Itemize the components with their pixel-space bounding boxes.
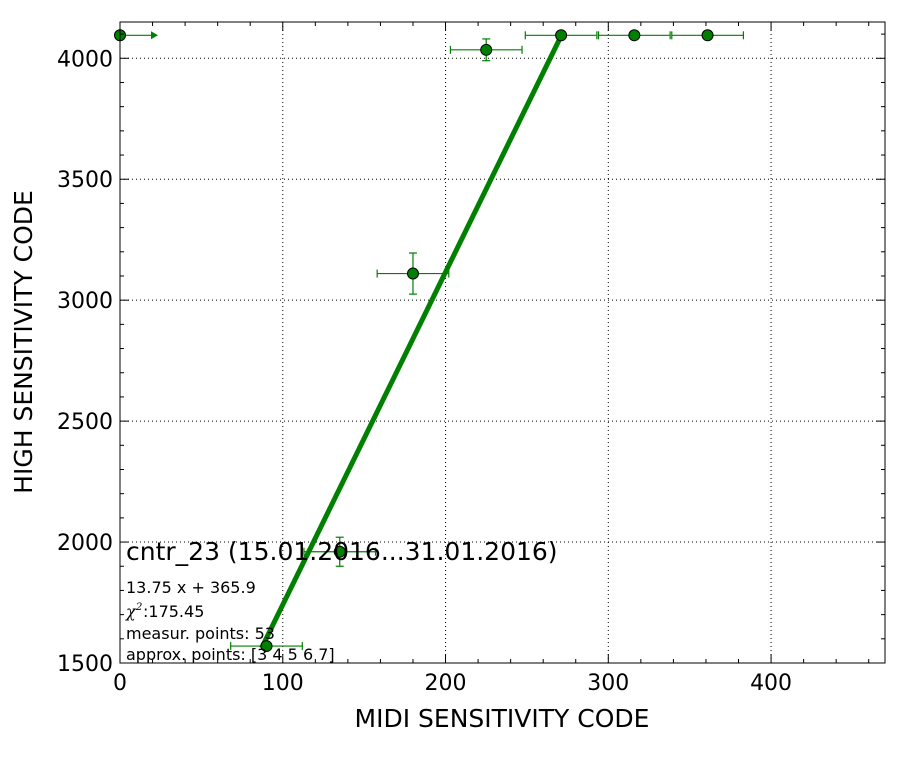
x-tick-label: 200 xyxy=(425,671,467,696)
fit-line-layer xyxy=(259,34,564,650)
annotation-measured-points: measur. points: 53 xyxy=(126,624,275,643)
y-tick-label: 3000 xyxy=(57,289,113,314)
data-point-group xyxy=(671,29,744,42)
data-point-group xyxy=(230,640,303,653)
x-tick-label: 100 xyxy=(262,671,304,696)
data-points-layer xyxy=(114,29,744,653)
data-point-group xyxy=(303,536,377,567)
y-tick-label: 4000 xyxy=(57,47,113,72)
annotation-chi-symbol: χ xyxy=(125,602,137,621)
limit-arrow-head xyxy=(151,31,158,40)
y-axis-label: HIGH SENSITIVITY CODE xyxy=(9,190,38,494)
y-tick-label: 2500 xyxy=(57,410,113,435)
data-point-group xyxy=(376,252,450,295)
data-point-group xyxy=(449,38,523,62)
data-point-group xyxy=(597,29,671,42)
y-tick-label: 2000 xyxy=(57,531,113,556)
data-point xyxy=(555,29,568,42)
fit-line xyxy=(259,34,564,650)
annotation-equation: 13.75 x + 365.9 xyxy=(126,578,256,597)
x-tick-label: 0 xyxy=(113,671,127,696)
data-point xyxy=(333,545,346,558)
annotation-approx-points: approx. points: [3 4 5 6 7] xyxy=(126,645,335,664)
data-point xyxy=(406,267,419,280)
data-point-group xyxy=(524,29,598,42)
annotation-block: cntr_23 (15.01.2016...31.01.2016) 13.75 … xyxy=(125,537,558,664)
data-point xyxy=(701,29,714,42)
x-tick-label: 400 xyxy=(750,671,792,696)
data-point xyxy=(628,29,641,42)
plot-frame xyxy=(119,21,886,664)
data-point xyxy=(480,43,493,56)
grid-lines xyxy=(120,22,885,663)
annotation-chi-exponent: 2 xyxy=(135,602,142,613)
y-tick-label: 1500 xyxy=(57,652,113,677)
annotation-title: cntr_23 (15.01.2016...31.01.2016) xyxy=(126,537,558,566)
y-tick-label: 3500 xyxy=(57,168,113,193)
axis-ticks: 0 100 200 300 400 1500 2000 2500 3000 3500 4000 xyxy=(57,22,885,696)
x-tick-label: 300 xyxy=(587,671,629,696)
annotation-chi-value: :175.45 xyxy=(143,602,204,621)
data-point xyxy=(260,640,273,653)
plot-area xyxy=(120,22,885,663)
x-axis-label: MIDI SENSITIVITY CODE xyxy=(355,704,650,733)
